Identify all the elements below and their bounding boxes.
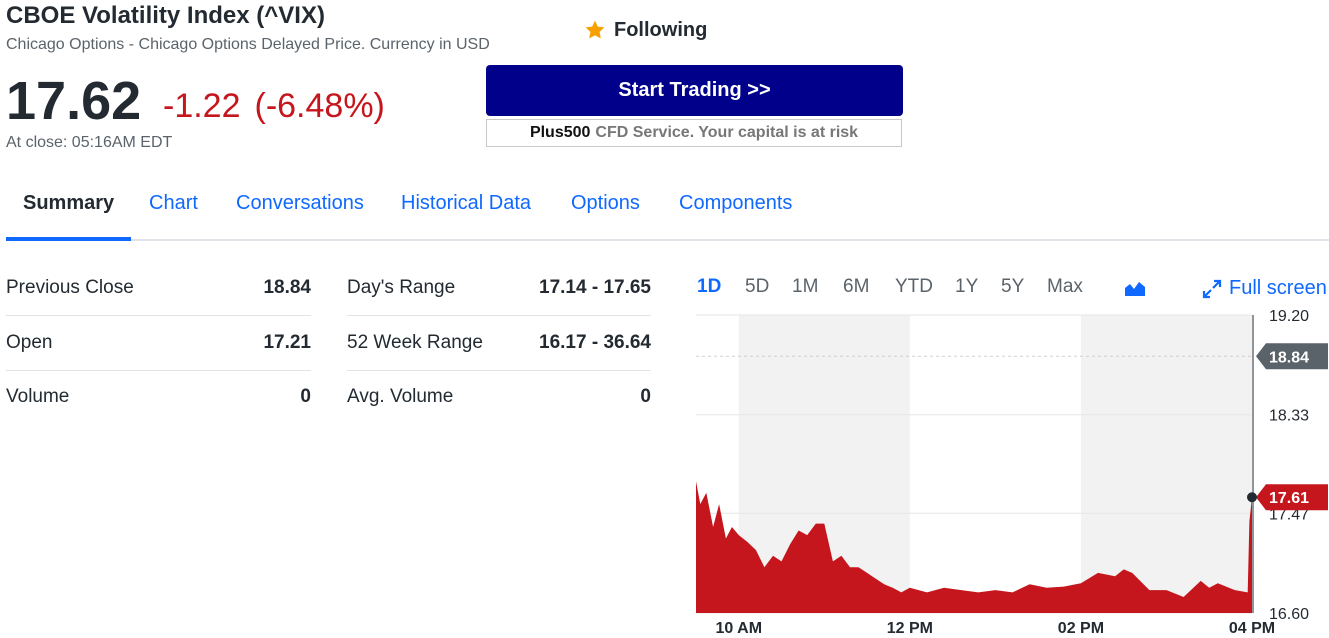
stat-value: 16.17 - 36.64 [539,332,651,353]
price-chart: 19.20 18.33 17.47 16.60 10 AM 12 PM 02 PM 04 P… [696,308,1328,637]
stat-value: 17.14 - 17.65 [539,277,651,298]
last-price-tag: 17.61 [1256,484,1328,511]
tabs-divider [6,239,1329,241]
star-icon [585,20,605,39]
range-ytd[interactable]: YTD [895,276,933,297]
last-price-dot [1247,492,1257,503]
last-price-tag-text: 17.61 [1269,490,1309,507]
follow-button[interactable]: Following [584,16,707,44]
stat-row-previous-close: Previous Close 18.84 [6,261,311,316]
previous-close-tag-text: 18.84 [1269,349,1309,366]
change-percent: (-6.48%) [254,87,385,125]
stat-label: Day's Range [347,277,456,298]
tab-chart[interactable]: Chart [149,192,198,214]
tab-summary[interactable]: Summary [23,192,115,214]
y-tick-label: 17.47 [1269,506,1309,523]
stat-label: Volume [6,386,70,407]
stat-label: Previous Close [6,277,134,298]
expand-icon [1202,279,1222,298]
ad-disclaimer-text: CFD Service. Your capital is at risk [595,124,859,141]
ad-disclaimer: Plus500 CFD Service. Your capital is at r… [486,119,902,147]
price-area [696,481,1252,613]
tab-options[interactable]: Options [571,192,640,214]
tab-conversations[interactable]: Conversations [236,192,364,214]
y-tick-label: 19.20 [1269,308,1309,325]
close-time: At close: 05:16AM EDT [6,134,173,151]
quote-subtitle: Chicago Options - Chicago Options Delaye… [6,36,490,53]
ad-brand: Plus500 [529,124,591,141]
session-shade [1080,315,1252,613]
x-tick-label: 04 PM [1229,620,1275,637]
x-tick-label: 12 PM [887,620,933,637]
stat-row-volume: Volume 0 [6,370,311,424]
stat-row-open: Open 17.21 [6,316,311,371]
range-1y[interactable]: 1Y [955,276,979,297]
tab-historical-data[interactable]: Historical Data [401,192,532,214]
fullscreen-button[interactable]: Full screen [1202,277,1327,300]
stat-row-days-range: Day's Range 17.14 - 17.65 [347,261,651,316]
current-price: 17.62 [6,71,142,131]
stat-value: 17.21 [263,332,311,353]
previous-close-tag: 18.84 [1256,343,1328,370]
stat-value: 0 [300,386,311,407]
page-title: CBOE Volatility Index (^VIX) [6,2,325,29]
stat-label: 52 Week Range [347,332,483,353]
stat-label: Avg. Volume [347,386,454,407]
active-tab-indicator [6,237,131,241]
stat-row-avg-volume: Avg. Volume 0 [347,370,651,424]
range-max[interactable]: Max [1047,276,1083,297]
range-1m[interactable]: 1M [792,276,819,297]
range-5d[interactable]: 5D [745,276,770,297]
range-6m[interactable]: 6M [843,276,870,297]
price-change: -1.22 (-6.48%) [163,86,399,126]
stat-value: 18.84 [263,277,311,298]
x-tick-label: 10 AM [716,620,763,637]
stat-value: 0 [640,386,651,407]
quote-tabs: Summary Chart Conversations Historical D… [6,180,812,240]
tab-components[interactable]: Components [679,192,793,214]
change-value: -1.22 [163,87,241,125]
range-5y[interactable]: 5Y [1001,276,1025,297]
stat-label: Open [6,332,53,353]
y-tick-label: 16.60 [1269,606,1309,623]
follow-label: Following [614,18,708,41]
fullscreen-label: Full screen [1229,277,1327,299]
range-1d[interactable]: 1D [697,276,722,297]
area-chart-icon[interactable] [1124,279,1146,297]
stat-row-52-week-range: 52 Week Range 16.17 - 36.64 [347,316,651,371]
start-trading-button[interactable]: Start Trading >> [486,65,903,116]
y-tick-label: 18.33 [1269,408,1309,425]
x-tick-label: 02 PM [1058,620,1104,637]
